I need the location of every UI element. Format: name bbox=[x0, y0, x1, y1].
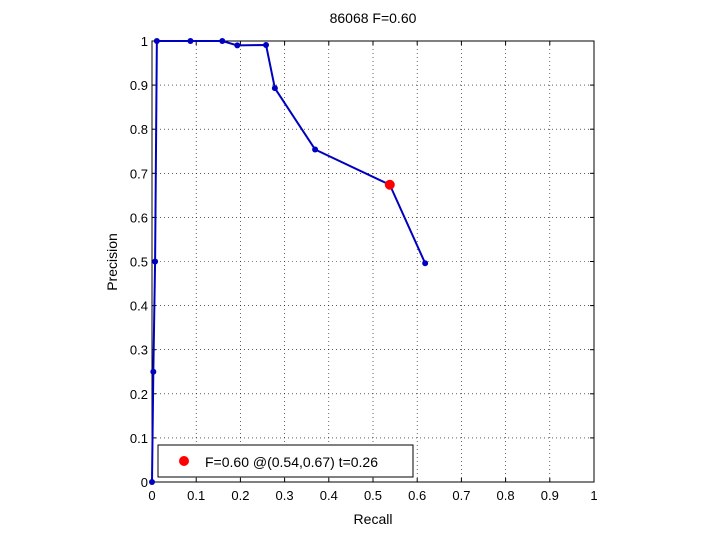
y-tick-label: 0.7 bbox=[130, 166, 148, 181]
highlight-group bbox=[384, 179, 395, 190]
pr-curve-point bbox=[234, 42, 241, 49]
chart-title: 86068 F=0.60 bbox=[330, 10, 417, 26]
x-tick-label: 0.4 bbox=[320, 488, 338, 503]
pr-curve-point bbox=[263, 41, 270, 48]
y-tick-label: 0.8 bbox=[130, 122, 148, 137]
y-tick-label: 0.1 bbox=[130, 431, 148, 446]
legend-box bbox=[157, 444, 414, 478]
x-tick-label: 0.7 bbox=[452, 488, 470, 503]
pr-curve-point bbox=[219, 38, 226, 44]
x-tick-label: 0.8 bbox=[497, 488, 515, 503]
y-tick-label: 0.9 bbox=[130, 78, 148, 93]
y-tick-label: 0.6 bbox=[130, 210, 148, 225]
y-tick-label: 0.2 bbox=[130, 387, 148, 402]
y-tick-label: 0.4 bbox=[130, 299, 148, 314]
best-f-point bbox=[384, 179, 395, 190]
y-tick-label: 0.3 bbox=[130, 343, 148, 358]
legend: F=0.60 @(0.54,0.67) t=0.26 bbox=[157, 444, 414, 478]
series-group bbox=[149, 38, 429, 485]
y-tick-label: 0 bbox=[141, 475, 148, 490]
x-tick-label: 0.2 bbox=[231, 488, 249, 503]
y-axis-label: Precision bbox=[104, 233, 120, 291]
y-tick-label: 0.5 bbox=[130, 255, 148, 270]
pr-curve-point bbox=[271, 85, 278, 92]
x-tick-label: 0.6 bbox=[408, 488, 426, 503]
pr-curve-point bbox=[422, 260, 429, 267]
legend-label: F=0.60 @(0.54,0.67) t=0.26 bbox=[205, 454, 378, 470]
pr-curve-point bbox=[312, 146, 319, 153]
x-tick-label: 0.3 bbox=[276, 488, 294, 503]
x-tick-label: 0.5 bbox=[364, 488, 382, 503]
x-axis-ticks: 0 0.1 0.2 0.3 0.4 0.5 0.6 0.7 0.8 0.9 1 bbox=[148, 41, 598, 503]
pr-curve-point bbox=[153, 38, 160, 44]
pr-curve-point bbox=[187, 38, 194, 44]
x-tick-label: 0.1 bbox=[187, 488, 205, 503]
x-tick-label: 0.9 bbox=[541, 488, 559, 503]
grid-lines bbox=[152, 41, 594, 482]
x-tick-label: 1 bbox=[590, 488, 597, 503]
legend-marker bbox=[179, 456, 189, 466]
y-tick-label: 1 bbox=[141, 34, 148, 49]
pr-curve-line bbox=[151, 40, 427, 483]
y-axis-ticks: 0 0.1 0.2 0.3 0.4 0.5 0.6 0.7 0.8 0.9 1 bbox=[130, 34, 594, 490]
pr-curve-point bbox=[149, 479, 155, 485]
x-axis-label: Recall bbox=[354, 511, 393, 527]
pr-curve-point bbox=[150, 368, 157, 375]
pr-curve-point bbox=[152, 258, 159, 265]
x-tick-label: 0 bbox=[148, 488, 155, 503]
